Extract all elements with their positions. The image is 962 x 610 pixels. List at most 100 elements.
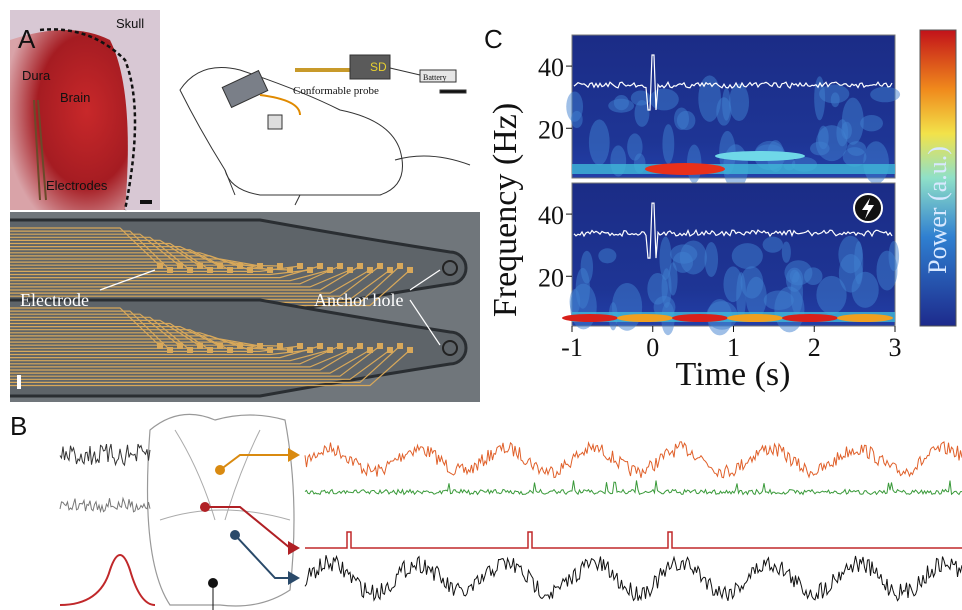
trace — [10, 338, 261, 347]
y-tick-label: 40 — [538, 201, 564, 230]
power-blob — [782, 314, 838, 322]
electrode-site — [397, 263, 403, 269]
power-blob — [588, 119, 610, 166]
electrode-site — [337, 343, 343, 349]
trace — [10, 239, 201, 267]
power-blob — [670, 244, 698, 264]
trace — [10, 249, 231, 271]
recording-site — [215, 465, 225, 475]
power-blob — [781, 241, 791, 263]
electrode-site — [197, 343, 203, 349]
device-label: Conformable probe — [293, 85, 379, 97]
power-blob — [704, 242, 719, 277]
lfp-overlay — [573, 202, 893, 259]
power-blob — [617, 314, 673, 322]
trace — [304, 554, 962, 602]
power-blob — [841, 121, 852, 140]
electrode-site — [167, 347, 173, 353]
power-blob — [729, 83, 750, 122]
electrode-site — [287, 267, 293, 273]
trace — [10, 349, 331, 362]
power-blob — [698, 75, 721, 122]
power-blob — [613, 95, 629, 111]
electrode-site — [187, 347, 193, 353]
electrode-site — [297, 263, 303, 269]
electrode-site — [167, 267, 173, 273]
electrode-site — [277, 263, 283, 269]
power-blob — [860, 115, 883, 132]
power-blob — [870, 86, 901, 103]
colorbar — [919, 29, 957, 327]
trace — [10, 345, 401, 383]
trace — [10, 269, 311, 276]
trace — [304, 480, 962, 496]
trace — [10, 329, 231, 351]
lfp-overlay — [573, 54, 893, 111]
trace — [10, 349, 371, 374]
electrode-site — [227, 267, 233, 273]
electrode-site — [337, 263, 343, 269]
power-blob — [818, 125, 829, 150]
power-blob — [804, 267, 823, 285]
electrode-site — [367, 347, 373, 353]
probe-label: Anchor hole — [314, 290, 403, 310]
trace — [10, 345, 321, 359]
power-blob — [888, 241, 900, 272]
trace — [10, 269, 331, 282]
power-band — [572, 164, 895, 174]
stim-icon — [862, 198, 874, 219]
power-blob — [630, 90, 651, 106]
electrode-site — [307, 347, 313, 353]
trace — [10, 265, 381, 297]
rat-drawing — [179, 54, 471, 206]
electrode-site — [307, 267, 313, 273]
recording-site — [200, 502, 210, 512]
arrowhead — [288, 541, 300, 555]
trace — [10, 269, 371, 294]
trace — [10, 341, 271, 351]
electrode-site — [407, 347, 413, 353]
trace — [10, 345, 361, 371]
brain-photo — [10, 10, 160, 211]
trace — [10, 345, 341, 365]
electrode-site — [377, 343, 383, 349]
x-tick-label: 3 — [889, 333, 902, 362]
electrode-site — [247, 267, 253, 273]
power-blob — [715, 151, 805, 161]
stim-trace — [305, 531, 962, 549]
x-tick-label: 0 — [646, 333, 659, 362]
electrode-site — [177, 263, 183, 269]
power-blob — [723, 266, 743, 303]
power-blob — [659, 236, 672, 281]
trace — [59, 443, 151, 467]
electrode-site — [387, 347, 393, 353]
arrowhead — [288, 571, 300, 585]
callout-arrows — [99, 269, 441, 346]
power-blob — [634, 100, 650, 127]
electrode-site — [317, 343, 323, 349]
power-blob — [672, 314, 728, 322]
trace — [10, 344, 281, 347]
electrode-site — [397, 343, 403, 349]
power-blob — [662, 124, 675, 164]
trace — [10, 265, 321, 279]
electrode-site — [387, 267, 393, 273]
photo-label: Electrodes — [46, 178, 108, 193]
arrowhead — [288, 448, 300, 462]
y-axis-label: Frequency (Hz) — [487, 103, 524, 317]
x-tick-label: 1 — [727, 333, 740, 362]
trace — [10, 310, 171, 351]
panel-b — [59, 413, 962, 610]
electrode-site — [277, 343, 283, 349]
trace — [10, 265, 361, 291]
trace — [10, 349, 391, 380]
electrode-site — [347, 347, 353, 353]
electrode-site — [287, 347, 293, 353]
electrode-site — [157, 263, 163, 269]
electrode-site — [357, 343, 363, 349]
electrode-site — [347, 267, 353, 273]
y-tick-label: 40 — [538, 53, 564, 82]
power-blob — [668, 262, 678, 296]
